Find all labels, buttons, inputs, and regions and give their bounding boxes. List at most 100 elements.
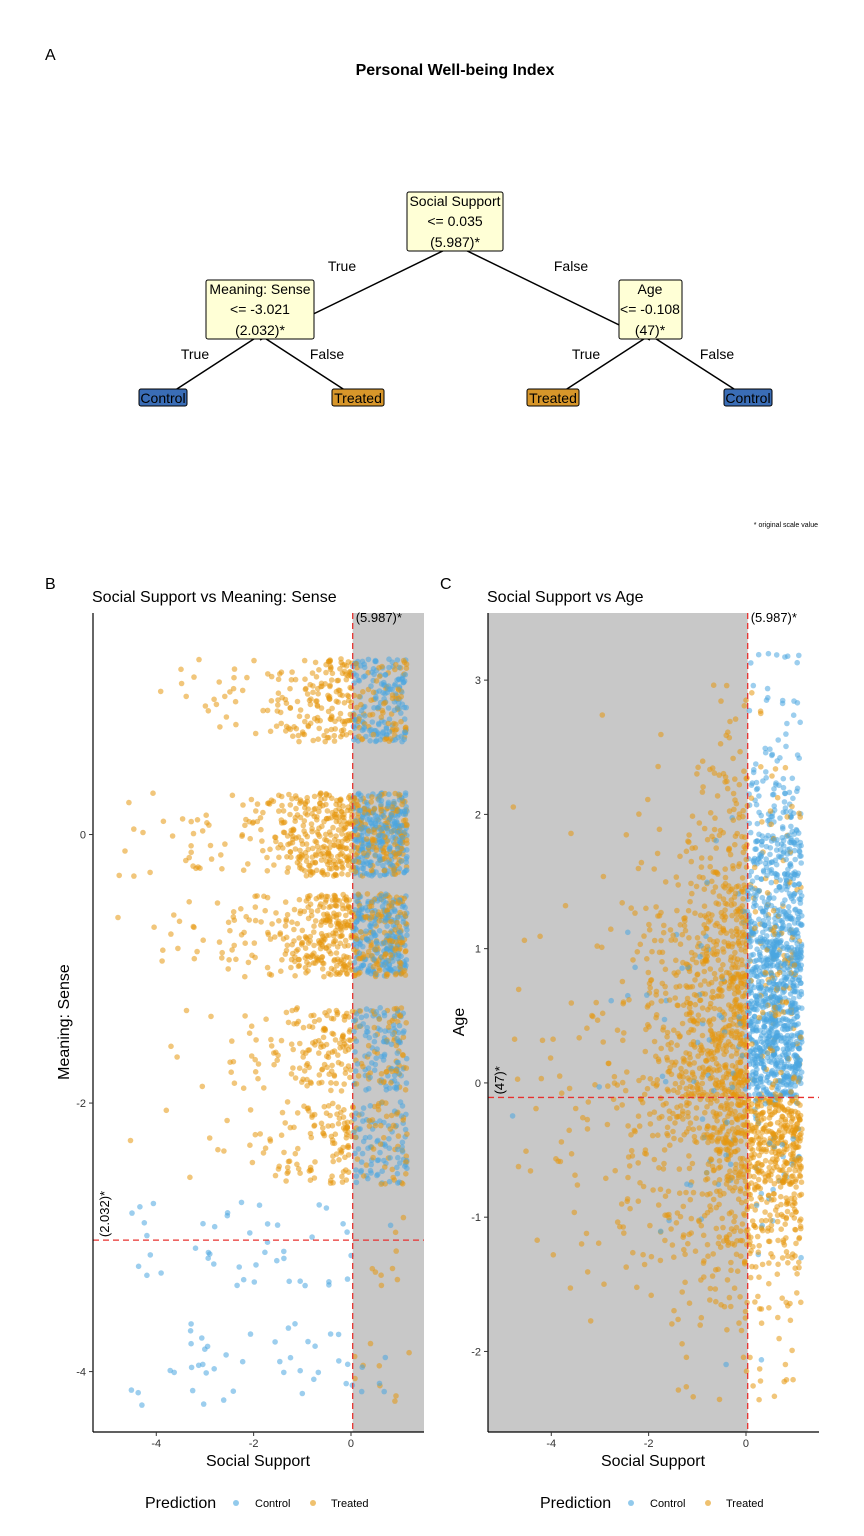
point-control [364, 812, 371, 818]
point-control [363, 1006, 370, 1012]
point-treated [292, 1075, 299, 1081]
point-treated [284, 869, 291, 875]
point-treated [718, 980, 724, 987]
point-treated [315, 691, 322, 697]
point-treated [246, 917, 252, 923]
point-treated [699, 1191, 706, 1197]
point-treated [274, 1057, 281, 1063]
point-treated [335, 838, 342, 845]
point-treated [271, 862, 277, 868]
y-tick-label: 0 [80, 830, 86, 842]
point-treated [671, 1307, 677, 1314]
point-control [376, 792, 383, 799]
point-treated [294, 698, 301, 705]
point-treated [321, 973, 327, 980]
point-treated [332, 813, 338, 820]
point-treated [655, 1202, 662, 1208]
point-treated [794, 1290, 800, 1296]
point-treated [302, 945, 309, 951]
point-treated [312, 1159, 318, 1165]
point-control [697, 953, 703, 960]
point-treated [769, 773, 775, 779]
point-treated [247, 1142, 253, 1148]
point-control [366, 1034, 373, 1041]
point-treated [316, 1050, 322, 1056]
point-control [399, 1144, 405, 1150]
point-treated [688, 1009, 694, 1016]
point-treated [791, 962, 798, 968]
point-treated [703, 925, 709, 932]
point-control [272, 1339, 278, 1345]
point-treated [336, 971, 343, 977]
point-treated [311, 716, 318, 722]
point-control [752, 846, 758, 852]
point-treated [366, 828, 372, 834]
point-treated [370, 731, 377, 738]
point-control [798, 1080, 804, 1087]
point-treated [342, 937, 349, 944]
point-treated [252, 917, 259, 924]
point-treated [697, 912, 704, 919]
point-treated [353, 660, 360, 667]
point-control [374, 704, 381, 711]
point-control [370, 666, 377, 672]
point-treated [221, 1148, 227, 1154]
point-treated [312, 918, 319, 924]
point-treated [378, 1282, 385, 1289]
point-treated [338, 1088, 345, 1094]
point-control [780, 837, 787, 844]
point-treated [379, 1099, 385, 1105]
point-treated [700, 1260, 707, 1266]
point-treated [392, 790, 399, 797]
point-treated [287, 705, 294, 711]
point-control [381, 682, 387, 688]
point-treated [562, 902, 569, 909]
point-treated [737, 1041, 743, 1048]
point-treated [219, 949, 225, 956]
point-treated [131, 873, 137, 879]
point-treated [737, 1102, 744, 1108]
point-control [353, 1173, 360, 1179]
point-treated [305, 904, 312, 910]
point-control [394, 813, 401, 819]
point-treated [637, 1180, 643, 1186]
point-treated [668, 1040, 675, 1046]
tree-node-root: Social Support <= 0.035 (5.987)* [406, 191, 504, 252]
point-control [327, 1331, 334, 1337]
point-control [402, 792, 409, 798]
point-treated [737, 1188, 744, 1194]
point-treated [222, 693, 228, 700]
point-treated [373, 678, 380, 684]
point-treated [238, 906, 244, 912]
point-treated [550, 1252, 557, 1258]
point-control [394, 845, 401, 852]
point-treated [309, 869, 316, 875]
point-treated [665, 1132, 671, 1139]
point-treated [332, 872, 339, 878]
point-treated [727, 718, 733, 725]
point-treated [566, 1127, 572, 1134]
point-treated [310, 953, 316, 959]
point-treated [341, 1081, 348, 1087]
point-control [368, 1170, 374, 1176]
point-treated [699, 1032, 706, 1039]
tree-leaf-control: Control [138, 388, 188, 407]
point-control [351, 736, 357, 743]
point-control [758, 876, 764, 882]
point-treated [287, 685, 293, 692]
point-treated [635, 1160, 641, 1166]
point-treated [741, 1024, 748, 1030]
point-control [391, 1026, 397, 1032]
point-treated [348, 699, 355, 706]
point-treated [738, 1138, 744, 1144]
point-treated [673, 957, 679, 964]
point-control [363, 799, 370, 806]
point-treated [664, 1054, 670, 1061]
point-treated [571, 1209, 578, 1216]
point-treated [707, 810, 714, 816]
point-treated [388, 1112, 395, 1119]
point-treated [308, 912, 315, 919]
point-treated [272, 934, 278, 940]
point-treated [406, 1349, 412, 1356]
point-treated [376, 1016, 383, 1022]
